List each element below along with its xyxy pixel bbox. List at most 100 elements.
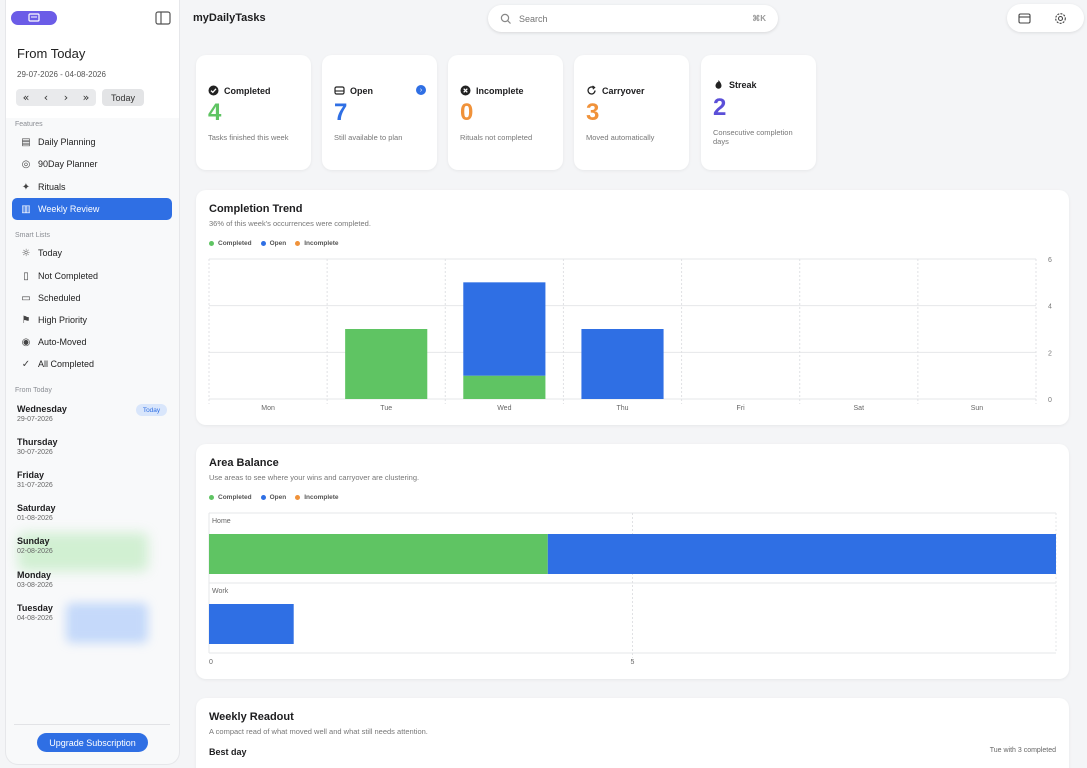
stat-value: 7 (334, 99, 348, 126)
legend-label: Incomplete (304, 240, 339, 247)
day-date: 02-08-2026 (17, 548, 53, 555)
legend-label: Open (269, 240, 287, 247)
day-date: 31-07-2026 (17, 482, 53, 489)
stat-subtitle: Moved automatically (586, 133, 655, 142)
stat-card-open: Open › 7 Still available to plan (322, 55, 437, 170)
bar-open-home[interactable] (547, 534, 1056, 574)
bar-open-wed[interactable] (463, 282, 546, 376)
stat-label: Completed (224, 85, 271, 96)
legend-label: Completed (218, 240, 252, 247)
sidebar-item-weekly-review[interactable]: ▥ Weekly Review (12, 198, 172, 220)
arrow-circle-icon: ◉ (21, 336, 31, 348)
refresh-icon (587, 85, 596, 95)
section-subtitle: Use areas to see where your wins and car… (209, 473, 420, 482)
calendar-list-icon: ▤ (21, 136, 31, 148)
sidebar-item-daily-planning[interactable]: ▤ Daily Planning (12, 131, 172, 153)
day-item-tuesday[interactable]: Tuesday 04-08-2026 (17, 603, 167, 622)
day-item-saturday[interactable]: Saturday 01-08-2026 (17, 503, 167, 522)
y-tick-label: 2 (1048, 350, 1052, 357)
open-info-button[interactable]: › (416, 85, 426, 95)
check-circle-icon (208, 85, 219, 96)
x-tick-label: Thu (616, 405, 628, 412)
sidebar-item-label: 90Day Planner (38, 159, 98, 169)
bar-open-thu[interactable] (581, 329, 664, 399)
target-icon: ◎ (21, 158, 31, 170)
best-day-label: Best day (209, 747, 247, 757)
y-tick-label: 0 (1048, 397, 1052, 404)
calendar-icon: ▭ (21, 292, 31, 304)
x-tick-label: Mon (261, 405, 275, 412)
day-name: Sunday (17, 536, 50, 546)
x-tick-label: Sat (854, 405, 865, 412)
sidebar-item-rituals[interactable]: ✦ Rituals (12, 176, 172, 198)
sidebar-item-all-completed[interactable]: ✓ All Completed (12, 353, 172, 375)
sidebar-item-not-completed[interactable]: ▯ Not Completed (12, 265, 172, 287)
stat-subtitle: Still available to plan (334, 133, 403, 142)
sidebar-item-90day-planner[interactable]: ◎ 90Day Planner (12, 153, 172, 175)
app-switcher-button[interactable] (11, 11, 57, 25)
sparkle-icon: ✦ (21, 181, 31, 193)
upgrade-subscription-button[interactable]: Upgrade Subscription (37, 733, 148, 752)
bar-completed-tue[interactable] (345, 329, 428, 399)
day-date: 29-07-2026 (17, 416, 53, 423)
search-bar[interactable]: ⌘K (488, 5, 778, 32)
chart-legend: Completed Open Incomplete (209, 494, 348, 501)
divider (14, 724, 170, 725)
sidebar-item-label: Not Completed (38, 271, 99, 281)
section-subtitle: 36% of this week's occurrences were comp… (209, 219, 371, 228)
stat-label: Carryover (602, 85, 645, 96)
next-week-button[interactable]: › (63, 91, 69, 104)
window-icon[interactable] (1018, 12, 1031, 25)
app-icon (28, 13, 40, 22)
legend-item-incomplete: Incomplete (295, 240, 339, 247)
decorative-blur (66, 603, 148, 643)
sidebar-toggle-icon[interactable] (155, 11, 171, 25)
day-item-monday[interactable]: Monday 03-08-2026 (17, 570, 167, 589)
day-item-friday[interactable]: Friday 31-07-2026 (17, 470, 167, 489)
prev-week-button[interactable]: ‹ (43, 91, 49, 104)
day-name: Thursday (17, 437, 58, 447)
legend-item-incomplete: Incomplete (295, 494, 339, 501)
bar-open-work[interactable] (209, 604, 294, 644)
sidebar-item-today[interactable]: ☼ Today (12, 242, 172, 264)
search-shortcut: ⌘K (752, 14, 766, 23)
first-week-button[interactable]: « (22, 91, 30, 104)
legend-dot (260, 495, 266, 500)
stat-card-incomplete: Incomplete 0 Rituals not completed (448, 55, 563, 170)
top-right-toolbar (1007, 4, 1084, 32)
bar-completed-home[interactable] (209, 534, 548, 574)
search-input[interactable] (519, 13, 753, 24)
legend-item-open: Open (260, 494, 286, 501)
x-circle-icon (460, 85, 471, 96)
clipboard-icon: ▯ (23, 270, 29, 282)
stat-value: 3 (586, 99, 600, 126)
day-date: 30-07-2026 (17, 449, 53, 456)
gear-icon[interactable] (1054, 12, 1067, 25)
y-tick-label: 4 (1048, 304, 1052, 311)
day-name: Monday (17, 570, 52, 580)
flame-icon (715, 80, 722, 89)
sidebar-item-label: Weekly Review (38, 204, 100, 214)
day-item-sunday[interactable]: Sunday 02-08-2026 (17, 536, 167, 555)
sidebar-item-label: High Priority (38, 315, 88, 325)
sidebar-item-high-priority[interactable]: ⚑ High Priority (12, 309, 172, 331)
section-title: Area Balance (209, 457, 279, 469)
day-item-wednesday[interactable]: Wednesday 29-07-2026 (17, 404, 167, 423)
app-title: myDailyTasks (193, 12, 266, 24)
x-tick-label: Wed (497, 405, 511, 412)
x-tick-label: Tue (380, 405, 392, 412)
stat-label: Open (350, 85, 374, 96)
bar-completed-wed[interactable] (463, 375, 546, 399)
sidebar-item-scheduled[interactable]: ▭ Scheduled (12, 287, 172, 309)
stat-subtitle: Tasks finished this week (208, 133, 289, 142)
legend-label: Incomplete (304, 494, 339, 501)
sidebar-item-auto-moved[interactable]: ◉ Auto-Moved (12, 331, 172, 353)
last-week-button[interactable]: » (82, 91, 90, 104)
legend-label: Completed (218, 494, 252, 501)
today-button[interactable]: Today (102, 89, 144, 106)
range-dates: 29-07-2026 - 04-08-2026 (17, 70, 106, 79)
stat-subtitle: Rituals not completed (460, 133, 533, 142)
day-item-thursday[interactable]: Thursday 30-07-2026 (17, 437, 167, 456)
day-name: Wednesday (17, 404, 67, 414)
decorative-blur (18, 533, 148, 571)
